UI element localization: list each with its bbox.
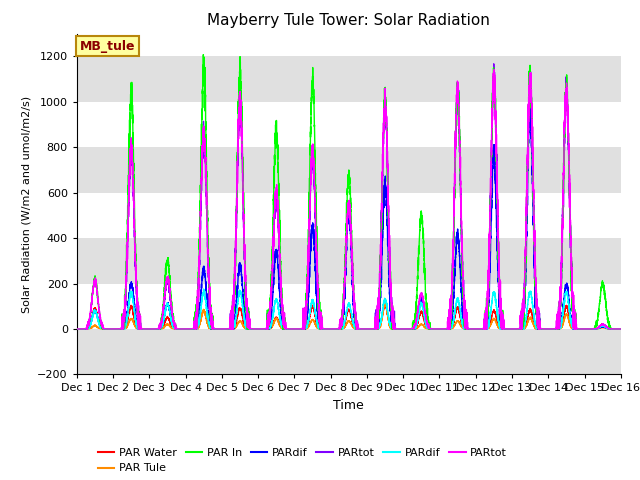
Y-axis label: Solar Radiation (W/m2 and umol/m2/s): Solar Radiation (W/m2 and umol/m2/s) [22, 96, 32, 312]
X-axis label: Time: Time [333, 399, 364, 412]
Text: MB_tule: MB_tule [80, 39, 135, 52]
Bar [77, 56, 621, 102]
Legend: PAR Water, PAR Tule, PAR In, PARdif, PARtot, PARdif, PARtot: PAR Water, PAR Tule, PAR In, PARdif, PAR… [93, 444, 511, 478]
Bar [77, 329, 621, 374]
Bar [77, 147, 621, 192]
Bar [77, 238, 621, 284]
Title: Mayberry Tule Tower: Solar Radiation: Mayberry Tule Tower: Solar Radiation [207, 13, 490, 28]
